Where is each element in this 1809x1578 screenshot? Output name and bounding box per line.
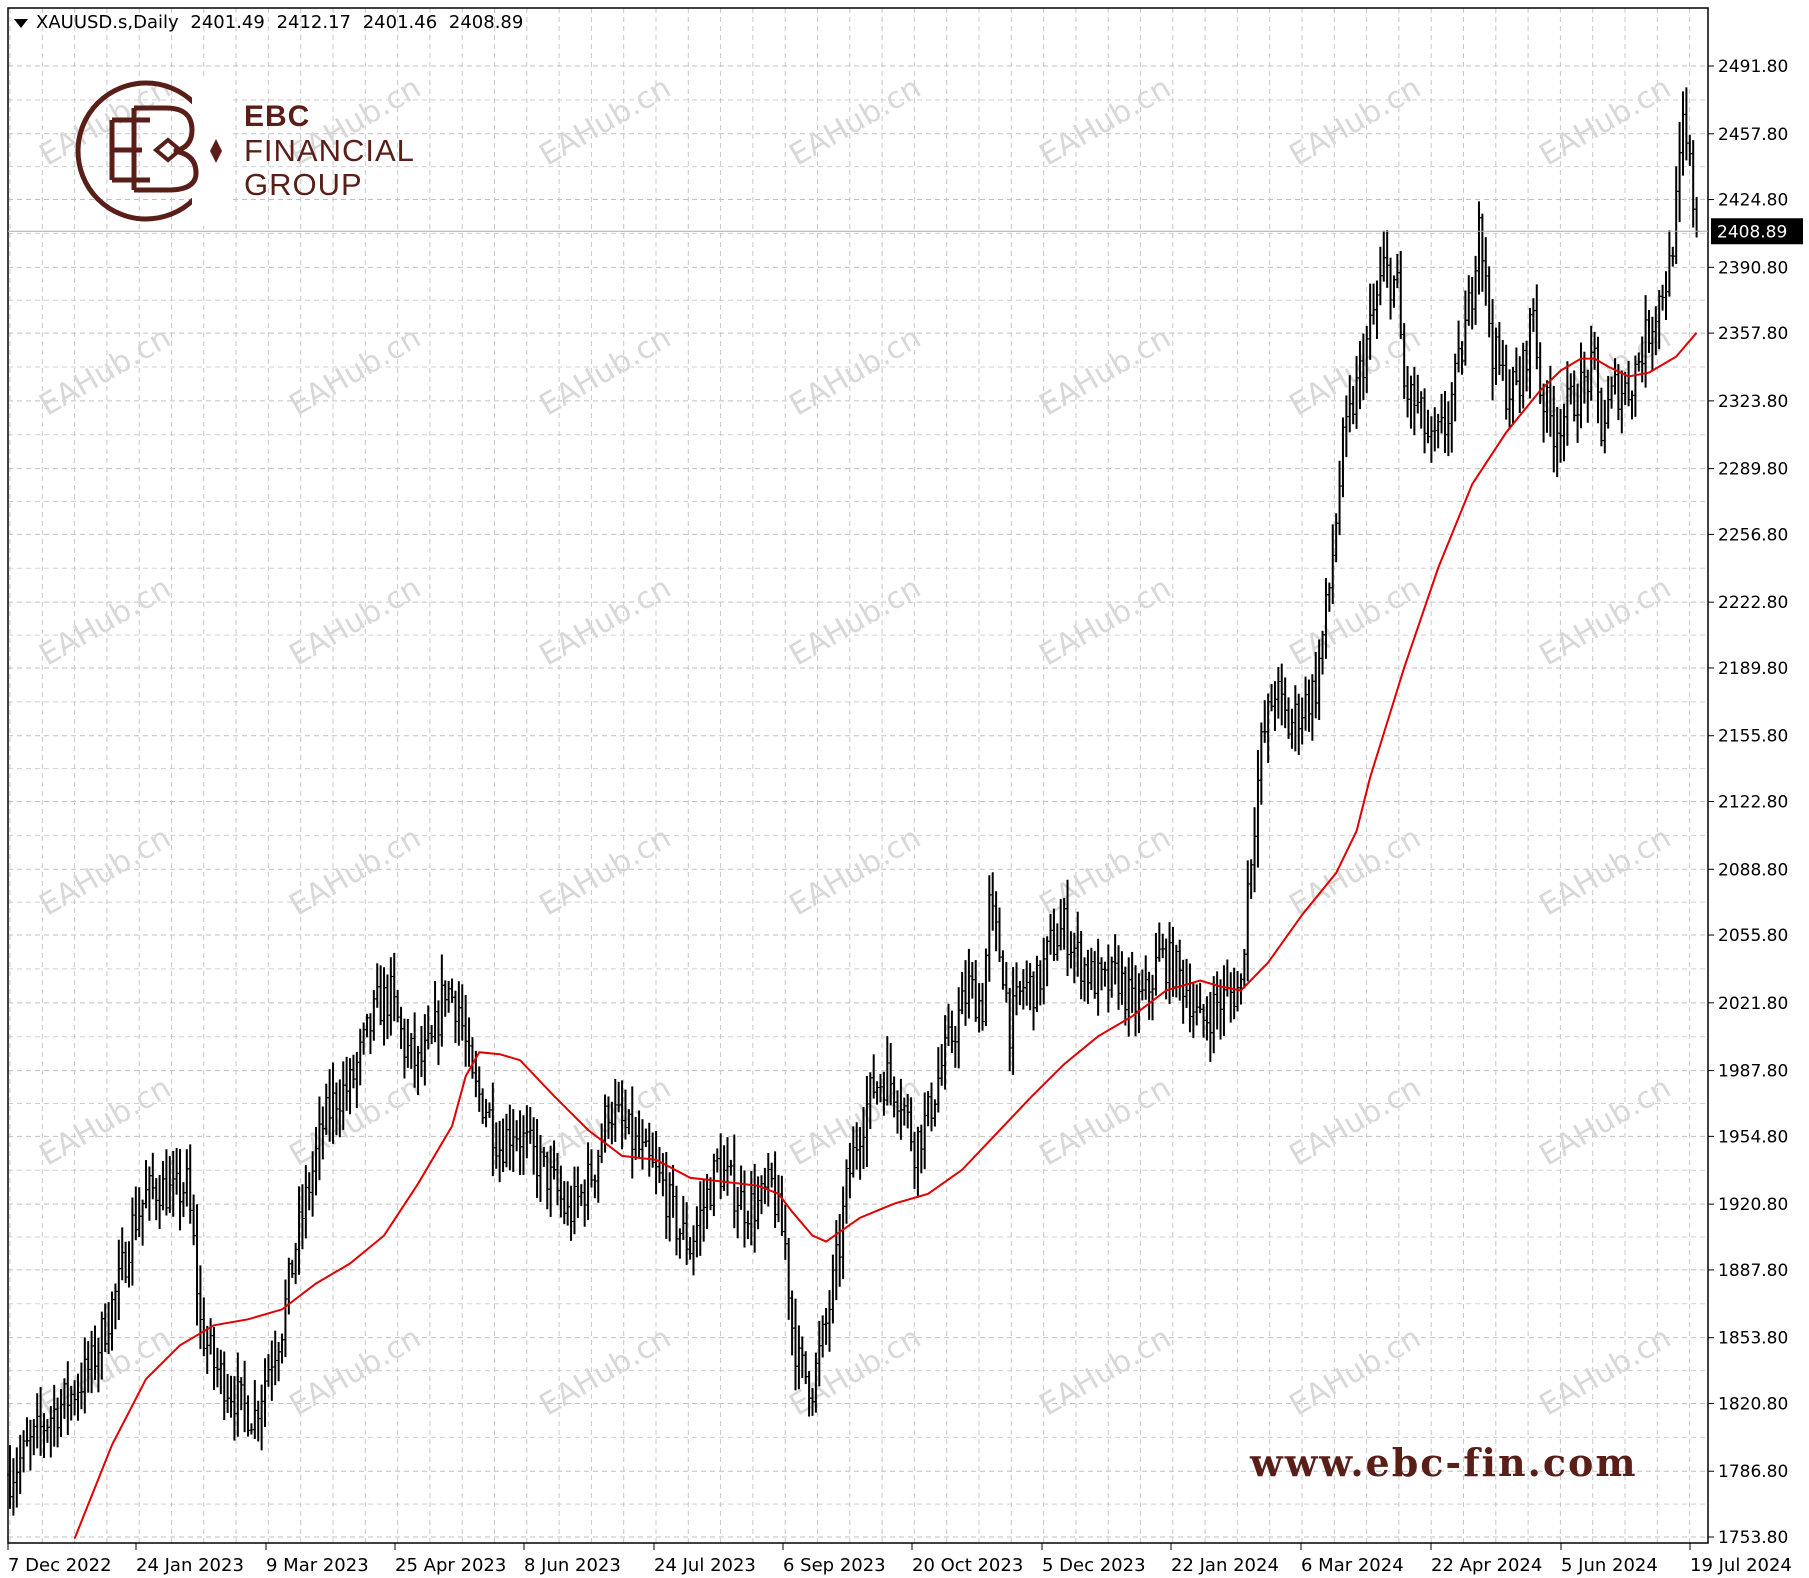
watermark-text: EAHub.cn [534,70,677,173]
x-tick-label: 5 Jun 2024 [1561,1555,1658,1576]
watermark-text: EAHub.cn [1034,320,1177,423]
watermark-text: EAHub.cn [1284,570,1427,673]
x-tick-label: 5 Dec 2023 [1042,1555,1146,1576]
watermark-text: EAHub.cn [1034,70,1177,173]
x-tick-label: 9 Mar 2023 [266,1555,369,1576]
watermark-text: EAHub.cn [1534,70,1677,173]
y-tick-label: 1954.80 [1718,1127,1788,1147]
watermark-text: EAHub.cn [784,70,927,173]
y-tick-label: 2189.80 [1718,659,1788,679]
watermark-text: EAHub.cn [784,570,927,673]
low-value: 2401.46 [362,12,438,33]
watermark-text: EAHub.cn [34,320,177,423]
brand-line-1: EBC [244,100,311,133]
brand-line-3: GROUP [244,167,363,202]
chart-grid [8,8,1708,1543]
watermark-text: EAHub.cn [534,1320,677,1423]
watermark-text: EAHub.cn [1284,1320,1427,1423]
x-tick-label: 6 Mar 2024 [1301,1555,1404,1576]
x-axis: 7 Dec 2022 24 Jan 2023 9 Mar 2023 25 Apr 20… [7,1543,1792,1576]
watermark-text: EAHub.cn [784,320,927,423]
watermark-text: EAHub.cn [1284,320,1427,423]
y-tick-label: 2222.80 [1718,593,1788,613]
open-value: 2401.49 [190,12,265,33]
y-axis: 2491.80 2457.80 2424.80 2390.80 2357.80 2323.… [1708,57,1788,1548]
x-tick-label: 22 Jan 2024 [1171,1555,1279,1576]
y-tick-label: 2256.80 [1718,525,1788,545]
x-tick-label: 8 Jun 2023 [524,1555,621,1576]
y-tick-label: 2424.80 [1718,191,1788,211]
watermark-text: EAHub.cn [1534,1320,1677,1423]
x-tick-label: 24 Jan 2023 [136,1555,244,1576]
watermark-text: EAHub.cn [1034,1320,1177,1423]
watermark-text: EAHub.cn [1284,70,1427,173]
y-tick-label: 2323.80 [1718,392,1788,412]
watermark-text: EAHub.cn [284,1070,427,1173]
y-tick-label: 1820.80 [1718,1394,1788,1414]
watermark-text: EAHub.cn [1034,1070,1177,1173]
watermark-text: EAHub.cn [284,1320,427,1423]
x-tick-label: 20 Oct 2023 [912,1555,1023,1576]
moving-average-path [73,332,1698,1539]
x-tick-label: 19 Jul 2024 [1690,1555,1792,1576]
current-price-label: 2408.89 [1717,222,1787,242]
chart-frame [7,7,1709,1544]
y-tick-label: 2122.80 [1718,793,1788,813]
y-tick-label: 1887.80 [1718,1261,1788,1281]
watermark-text: EAHub.cn [534,320,677,423]
y-tick-label: 1853.80 [1718,1329,1788,1349]
y-tick-label: 1987.80 [1718,1062,1788,1082]
watermark-text: EAHub.cn [284,320,427,423]
plot-border [7,7,1709,1544]
watermark-text: EAHub.cn [1534,1070,1677,1173]
x-tick-label: 25 Apr 2023 [395,1555,506,1576]
y-tick-label: 1920.80 [1718,1195,1788,1215]
watermark-text: EAHub.cn [784,1070,927,1173]
brand-url: www.ebc-fin.com [1250,1440,1638,1485]
current-price-marker: 2408.89 [8,218,1803,245]
brand-line-2: FINANCIAL [244,133,415,168]
close-value: 2408.89 [448,12,524,33]
current-price-box [1711,218,1803,245]
y-tick-label: 2390.80 [1718,258,1788,278]
symbol-label: XAUUSD.s,Daily [36,12,179,33]
brand-name: EBC FINANCIAL GROUP [244,100,415,202]
y-tick-label: 2289.80 [1718,460,1788,480]
dropdown-triangle-icon[interactable] [14,18,28,28]
x-tick-label: 24 Jul 2023 [654,1555,756,1576]
watermark-text: EAHub.cn [284,570,427,673]
y-tick-label: 2457.80 [1718,125,1788,145]
y-tick-label: 2155.80 [1718,727,1788,747]
watermark-text: EAHub.cn [34,570,177,673]
y-tick-label: 2357.80 [1718,324,1788,344]
x-tick-label: 7 Dec 2022 [8,1555,112,1576]
ebc-logo-icon [75,78,232,226]
watermark-text: EAHub.cn [1534,570,1677,673]
y-tick-label: 2491.80 [1718,57,1788,77]
chart-header: XAUUSD.s,Daily 2401.49 2412.17 2401.46 2… [14,12,529,33]
moving-average-line [73,332,1698,1539]
y-tick-label: 2021.80 [1718,994,1788,1014]
y-tick-label: 1753.80 [1718,1528,1788,1548]
watermark-text: EAHub.cn [1034,570,1177,673]
watermark-text: EAHub.cn [1284,1070,1427,1173]
y-tick-label: 2088.80 [1718,860,1788,880]
price-bars [7,87,1700,1516]
high-value: 2412.17 [276,12,351,33]
watermark-text: EAHub.cn [534,570,677,673]
y-tick-label: 1786.80 [1718,1462,1788,1482]
y-tick-label: 2055.80 [1718,926,1788,946]
x-tick-label: 22 Apr 2024 [1431,1555,1542,1576]
x-tick-label: 6 Sep 2023 [783,1555,886,1576]
watermark-text: EAHub.cn [34,1070,177,1173]
